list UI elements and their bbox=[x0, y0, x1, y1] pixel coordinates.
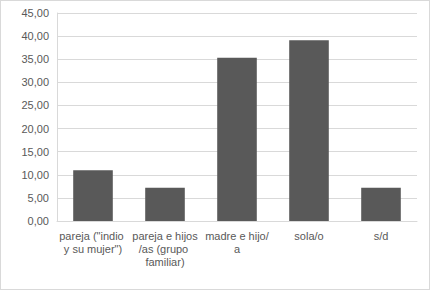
svg-text:20,00: 20,00 bbox=[21, 123, 49, 135]
svg-text:10,00: 10,00 bbox=[21, 169, 49, 181]
svg-text:35,00: 35,00 bbox=[21, 53, 49, 65]
svg-text:0,00: 0,00 bbox=[28, 215, 49, 227]
svg-text:45,00: 45,00 bbox=[21, 7, 49, 19]
svg-text:sola/o: sola/o bbox=[294, 230, 323, 242]
svg-text:30,00: 30,00 bbox=[21, 76, 49, 88]
svg-text:5,00: 5,00 bbox=[28, 192, 49, 204]
svg-text:40,00: 40,00 bbox=[21, 30, 49, 42]
svg-text:s/d: s/d bbox=[374, 230, 389, 242]
svg-text:pareja ("indio: pareja ("indio bbox=[59, 230, 127, 242]
svg-text:madre e hijo/: madre e hijo/ bbox=[205, 230, 270, 242]
svg-text:/as (grupo: /as (grupo bbox=[139, 243, 192, 255]
svg-text:familiar): familiar) bbox=[145, 256, 184, 268]
svg-text:15,00: 15,00 bbox=[21, 146, 49, 158]
svg-text:pareja e hijos: pareja e hijos bbox=[132, 230, 198, 242]
svg-text:y su mujer"): y su mujer") bbox=[64, 243, 122, 255]
svg-text:a: a bbox=[234, 243, 241, 255]
svg-text:25,00: 25,00 bbox=[21, 99, 49, 111]
